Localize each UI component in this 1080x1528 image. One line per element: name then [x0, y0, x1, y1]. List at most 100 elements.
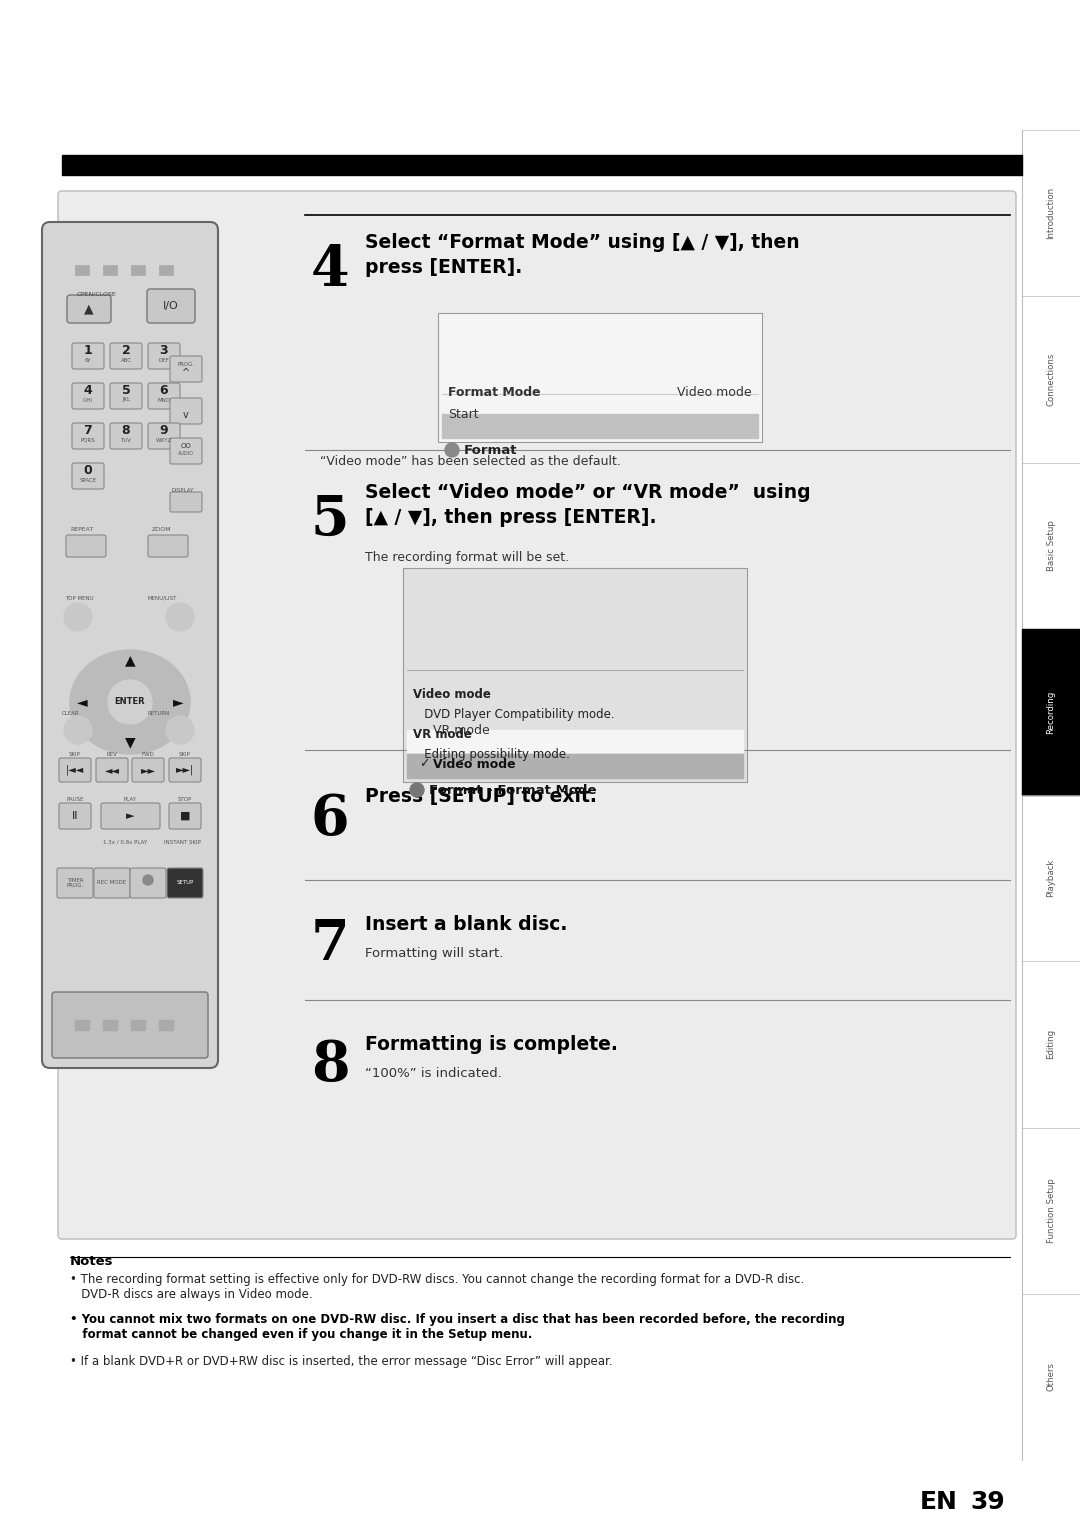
- Bar: [62, 154, 1022, 176]
- Text: INSTANT SKIP: INSTANT SKIP: [163, 840, 201, 845]
- Text: RETURN: RETURN: [148, 711, 171, 717]
- Text: DISPLAY: DISPLAY: [172, 487, 194, 494]
- Circle shape: [166, 604, 194, 631]
- Text: • You cannot mix two formats on one DVD-RW disc. If you insert a disc that has b: • You cannot mix two formats on one DVD-…: [70, 1313, 845, 1342]
- Text: Connections: Connections: [1047, 353, 1055, 406]
- Text: 1.3x / 0.8x PLAY: 1.3x / 0.8x PLAY: [103, 840, 147, 845]
- Text: WXYZ: WXYZ: [156, 437, 172, 443]
- FancyBboxPatch shape: [72, 423, 104, 449]
- Text: 7: 7: [311, 917, 349, 972]
- Text: TUV: TUV: [121, 437, 132, 443]
- FancyBboxPatch shape: [148, 342, 180, 368]
- Bar: [407, 753, 743, 778]
- Text: PAUSE: PAUSE: [66, 798, 84, 802]
- FancyBboxPatch shape: [102, 804, 160, 830]
- FancyBboxPatch shape: [168, 804, 201, 830]
- Text: ZOOM: ZOOM: [152, 527, 172, 532]
- Text: Formatting is complete.: Formatting is complete.: [365, 1034, 618, 1054]
- FancyBboxPatch shape: [59, 804, 91, 830]
- Text: |◄◄: |◄◄: [66, 764, 84, 775]
- Text: 4: 4: [83, 384, 93, 396]
- FancyBboxPatch shape: [42, 222, 218, 1068]
- Circle shape: [108, 680, 152, 724]
- Text: OO: OO: [180, 443, 191, 449]
- Text: ◄: ◄: [77, 695, 87, 709]
- Text: ABC: ABC: [121, 358, 132, 362]
- Text: Function Setup: Function Setup: [1047, 1178, 1055, 1242]
- FancyBboxPatch shape: [438, 313, 762, 442]
- Bar: [103, 1021, 117, 1030]
- Circle shape: [143, 876, 153, 885]
- Text: The recording format will be set.: The recording format will be set.: [365, 552, 569, 564]
- Bar: [75, 1021, 89, 1030]
- Text: Press [SETUP] to exit.: Press [SETUP] to exit.: [365, 787, 597, 805]
- Text: EN: EN: [920, 1490, 958, 1514]
- Text: Format: Format: [464, 443, 517, 457]
- Text: 39: 39: [970, 1490, 1004, 1514]
- Text: Recording: Recording: [1047, 691, 1055, 733]
- Text: 3: 3: [160, 344, 168, 356]
- Text: 5: 5: [122, 384, 131, 396]
- Text: Φ/: Φ/: [85, 358, 91, 362]
- Circle shape: [445, 443, 459, 457]
- Text: ▼: ▼: [124, 735, 135, 749]
- Text: ►►: ►►: [140, 766, 156, 775]
- FancyBboxPatch shape: [110, 342, 141, 368]
- Text: 8: 8: [122, 423, 131, 437]
- Circle shape: [166, 717, 194, 744]
- Circle shape: [410, 782, 424, 798]
- Text: • If a blank DVD+R or DVD+RW disc is inserted, the error message “Disc Error” wi: • If a blank DVD+R or DVD+RW disc is ins…: [70, 1355, 612, 1368]
- Text: Basic Setup: Basic Setup: [1047, 520, 1055, 571]
- Text: CLEAR: CLEAR: [62, 711, 80, 717]
- Text: Video mode: Video mode: [413, 688, 491, 701]
- Text: ✓: ✓: [419, 758, 430, 770]
- Text: II: II: [71, 811, 78, 821]
- FancyBboxPatch shape: [96, 758, 129, 782]
- Text: Insert a blank disc.: Insert a blank disc.: [365, 915, 567, 934]
- Text: Select “Video mode” or “VR mode”  using
[▲ / ▼], then press [ENTER].: Select “Video mode” or “VR mode” using […: [365, 483, 811, 527]
- FancyBboxPatch shape: [59, 758, 91, 782]
- Text: ■: ■: [179, 811, 190, 821]
- Text: ◄◄: ◄◄: [105, 766, 120, 775]
- FancyBboxPatch shape: [167, 868, 203, 898]
- Text: REPEAT: REPEAT: [70, 527, 93, 532]
- Bar: [131, 264, 145, 275]
- Text: SPACE: SPACE: [80, 477, 96, 483]
- Text: Notes: Notes: [70, 1254, 113, 1268]
- Text: PROG.: PROG.: [177, 362, 194, 367]
- Text: PQRS: PQRS: [81, 437, 95, 443]
- Bar: [159, 264, 173, 275]
- Text: VR mode: VR mode: [433, 723, 489, 736]
- FancyBboxPatch shape: [148, 535, 188, 558]
- Text: REC: REC: [143, 880, 153, 886]
- Ellipse shape: [70, 649, 190, 753]
- Bar: [103, 264, 117, 275]
- Text: AUDIO: AUDIO: [178, 451, 194, 455]
- Text: “Video mode” has been selected as the default.: “Video mode” has been selected as the de…: [320, 455, 621, 468]
- Text: 0: 0: [83, 463, 93, 477]
- Text: DVD Player Compatibility mode.: DVD Player Compatibility mode.: [413, 707, 615, 721]
- Text: Introduction: Introduction: [1047, 186, 1055, 240]
- FancyBboxPatch shape: [147, 289, 195, 322]
- FancyBboxPatch shape: [148, 423, 180, 449]
- Text: JKL: JKL: [122, 397, 130, 402]
- Bar: [407, 730, 743, 752]
- Text: REV: REV: [107, 752, 118, 756]
- FancyBboxPatch shape: [168, 758, 201, 782]
- Text: ENTER: ENTER: [114, 697, 146, 706]
- FancyBboxPatch shape: [110, 423, 141, 449]
- FancyBboxPatch shape: [110, 384, 141, 410]
- Text: ▲: ▲: [84, 303, 94, 315]
- Text: 6: 6: [311, 793, 349, 848]
- Text: “100%” is indicated.: “100%” is indicated.: [365, 1067, 502, 1080]
- Text: TOP MENU: TOP MENU: [65, 596, 94, 601]
- Text: 2: 2: [122, 344, 131, 356]
- Circle shape: [64, 604, 92, 631]
- Text: Format - Format Mode: Format - Format Mode: [429, 784, 596, 796]
- Text: STOP: STOP: [178, 798, 192, 802]
- Bar: [1022, 628, 1080, 795]
- FancyBboxPatch shape: [58, 191, 1016, 1239]
- FancyBboxPatch shape: [170, 439, 202, 465]
- Text: 1: 1: [83, 344, 93, 356]
- Text: 5: 5: [311, 492, 349, 547]
